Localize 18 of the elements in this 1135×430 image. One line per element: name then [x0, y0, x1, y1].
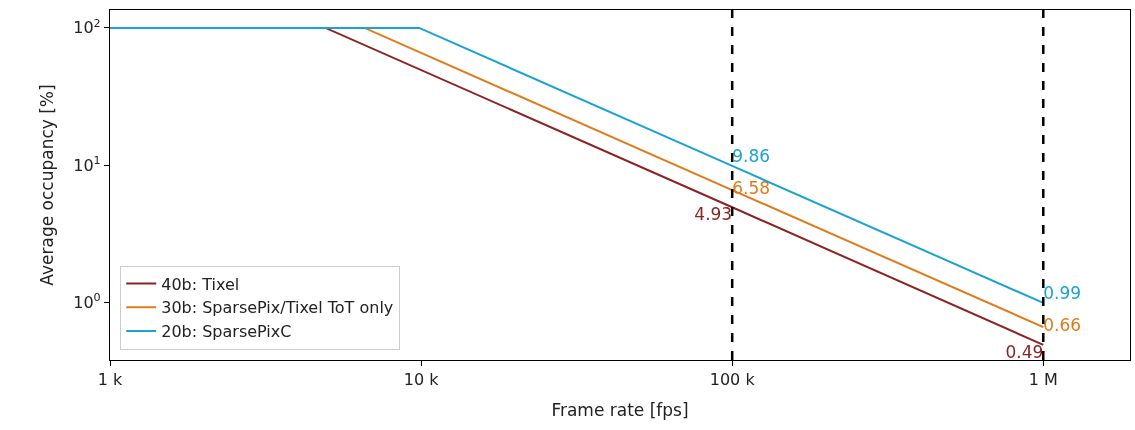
legend-label: 40b: Tixel: [161, 274, 240, 294]
legend-label: 20b: SparsePixC: [161, 322, 292, 342]
y-axis-title: Average occupancy [%]: [36, 84, 57, 286]
x-tick-label: 1 M: [1028, 370, 1058, 390]
data-label: 9.86: [732, 145, 771, 166]
x-tick-label: 100 k: [709, 370, 756, 390]
y-tick-label: 10$^{0}$: [73, 291, 101, 312]
data-label: 0.99: [1043, 282, 1082, 303]
data-label: 6.58: [732, 178, 771, 199]
data-label: 0.49: [1005, 341, 1044, 362]
data-label: 4.93: [694, 204, 733, 225]
data-label: 0.66: [1043, 315, 1082, 336]
y-tick-label: 10$^{2}$: [73, 16, 101, 38]
x-axis-title: Frame rate [fps]: [551, 399, 689, 420]
y-tick-label: 10$^{1}$: [73, 153, 101, 175]
legend-label: 30b: SparsePix/Tixel ToT only: [161, 298, 394, 318]
x-tick-label: 10 k: [403, 370, 440, 390]
x-tick-label: 1 k: [97, 370, 123, 390]
